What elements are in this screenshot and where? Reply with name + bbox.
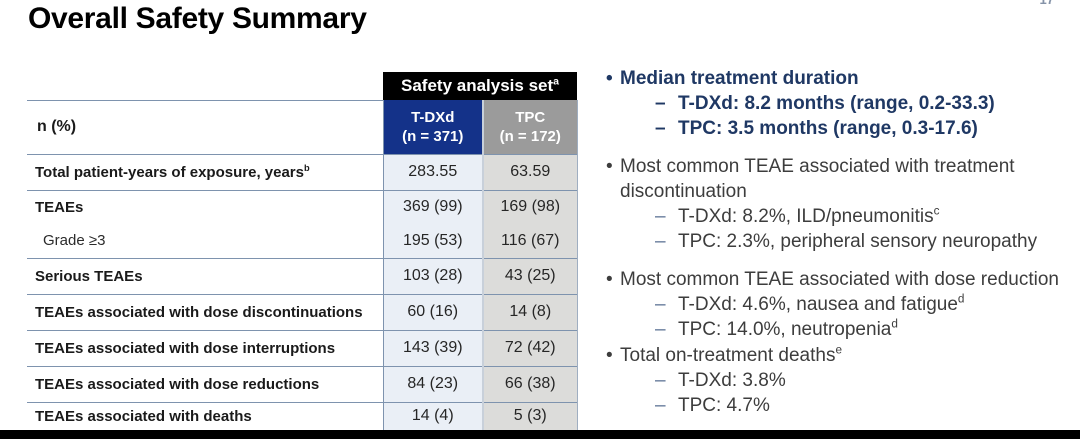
bullet-text: Median treatment duration <box>620 68 859 89</box>
table-group-header-row: Safety analysis seta <box>27 72 578 100</box>
sub-bullet-text: T-DXd: 3.8% <box>678 370 786 391</box>
sub-bullet-text: T-DXd: 8.2%, ILD/pneumonitisc <box>678 204 940 227</box>
tdxd-column-name: T-DXd <box>411 108 455 126</box>
tdxd-value-cell: 103 (28) <box>382 257 483 294</box>
bullet-item: • Most common TEAE associated with dose r… <box>598 267 1072 292</box>
tpc-value-cell: 5 (3) <box>481 401 578 431</box>
sub-bullet-text: TPC: 3.5 months (range, 0.3-17.6) <box>678 118 978 139</box>
sub-bullet-item: – T-DXd: 3.8% <box>655 368 1072 393</box>
dash-icon: – <box>655 118 666 139</box>
tpc-value-cell: 116 (67) <box>481 224 578 258</box>
table-column-header-row: n (%) T-DXd (n = 371) TPC (n = 172) <box>27 99 578 154</box>
tpc-value-cell: 63.59 <box>481 153 578 190</box>
sub-bullet-text: TPC: 2.3%, peripheral sensory neuropathy <box>678 231 1038 252</box>
superscript-note: b <box>303 162 310 173</box>
row-label-cell: TEAEs associated with dose reductions <box>27 365 383 402</box>
tdxd-value-cell: 369 (99) <box>382 189 483 224</box>
row-label-cell: Total patient-years of exposure, yearsb <box>27 153 383 190</box>
row-label-cell: Serious TEAEs <box>27 257 383 294</box>
tdxd-value-cell: 143 (39) <box>382 329 483 366</box>
bullet-dot-icon: • <box>606 156 613 177</box>
safety-summary-table: Safety analysis seta n (%) T-DXd (n = 37… <box>27 72 578 431</box>
superscript-note: c <box>933 204 940 218</box>
sub-bullet-item: – T-DXd: 8.2 months (range, 0.2-33.3) <box>655 91 1072 116</box>
row-label-cell: TEAEs <box>27 189 383 224</box>
tpc-value-cell: 72 (42) <box>481 329 578 366</box>
superscript-note: a <box>553 75 560 88</box>
bullet-dot-icon: • <box>606 68 613 89</box>
bullet-text: Most common TEAE associated with dose re… <box>620 269 1059 290</box>
sub-bullet-text: T-DXd: 8.2 months (range, 0.2-33.3) <box>678 93 995 114</box>
table-row: Serious TEAEs 103 (28) 43 (25) <box>27 257 578 294</box>
summary-bullets: • Median treatment duration – T-DXd: 8.2 mo… <box>598 66 1072 418</box>
bullet-group: • Median treatment duration – T-DXd: 8.2 mo… <box>598 66 1072 141</box>
table-row: TEAEs 369 (99) 169 (98) <box>27 189 578 224</box>
table-row: Total patient-years of exposure, yearsb 2… <box>27 153 578 190</box>
dash-icon: – <box>655 206 666 227</box>
tdxd-value-cell: 60 (16) <box>382 293 483 330</box>
slide-number-partial: 17 <box>1040 0 1054 7</box>
group-header-label: Safety analysis set <box>401 76 554 95</box>
tpc-column-name: TPC <box>515 108 546 126</box>
table-row: TEAEs associated with dose reductions 84 … <box>27 365 578 402</box>
table-row: TEAEs associated with deaths 14 (4) 5 (3) <box>27 401 578 431</box>
tdxd-value-cell: 84 (23) <box>382 365 483 402</box>
bullet-dot-icon: • <box>606 269 613 290</box>
table-col-header-tpc: TPC (n = 172) <box>481 100 578 154</box>
tpc-column-n: (n = 172) <box>499 127 561 145</box>
sub-bullet-item: – TPC: 2.3%, peripheral sensory neuropath… <box>655 229 1072 254</box>
dash-icon: – <box>655 370 666 391</box>
bottom-bar <box>0 430 1080 439</box>
sub-bullet-item: – TPC: 3.5 months (range, 0.3-17.6) <box>655 116 1072 141</box>
table-col-header-metric: n (%) <box>27 99 383 154</box>
tdxd-value-cell: 195 (53) <box>382 224 483 258</box>
bullet-item: • Most common TEAE associated with treatm… <box>598 154 1072 204</box>
table-header-spacer <box>27 72 383 100</box>
tpc-value-cell: 169 (98) <box>481 189 578 224</box>
row-label-cell: TEAEs associated with dose discontinuati… <box>27 293 383 330</box>
tpc-value-cell: 14 (8) <box>481 293 578 330</box>
dash-icon: – <box>655 231 666 252</box>
tpc-value-cell: 66 (38) <box>481 365 578 402</box>
sub-bullet-item: – TPC: 4.7% <box>655 393 1072 418</box>
tpc-value-cell: 43 (25) <box>481 257 578 294</box>
dash-icon: – <box>655 93 666 114</box>
superscript-note: d <box>891 317 898 331</box>
tdxd-column-n: (n = 371) <box>402 127 464 145</box>
sub-bullet-item: – T-DXd: 8.2%, ILD/pneumonitisc <box>655 204 1072 229</box>
table-row: TEAEs associated with dose interruptions… <box>27 329 578 366</box>
bullet-group: • Total on-treatment deathse – T-DXd: 3.8% –… <box>598 343 1072 418</box>
superscript-note: d <box>957 292 965 306</box>
bullet-group: • Most common TEAE associated with treatm… <box>598 154 1072 254</box>
sub-bullet-item: – T-DXd: 4.6%, nausea and fatigued <box>655 292 1072 317</box>
sub-bullet-text: TPC: 14.0%, neutropeniad <box>678 317 898 340</box>
page-title: Overall Safety Summary <box>28 2 367 35</box>
bullet-group: • Most common TEAE associated with dose r… <box>598 267 1072 342</box>
sub-bullet-item: – TPC: 14.0%, neutropeniad <box>655 317 1072 342</box>
bullet-item: • Median treatment duration <box>598 66 1072 91</box>
tdxd-value-cell: 14 (4) <box>382 401 483 431</box>
row-label-cell: Grade ≥3 <box>43 232 106 250</box>
bullet-dot-icon: • <box>606 345 613 366</box>
bullet-text: Most common TEAE associated with treatme… <box>620 156 1015 202</box>
row-label-cell: TEAEs associated with deaths <box>27 401 383 431</box>
sub-bullet-text: TPC: 4.7% <box>678 395 770 416</box>
table-group-header: Safety analysis seta <box>383 72 578 100</box>
tdxd-value-cell: 283.55 <box>382 153 483 190</box>
superscript-note: e <box>835 343 843 357</box>
dash-icon: – <box>655 294 666 315</box>
sub-bullet-text: T-DXd: 4.6%, nausea and fatigued <box>678 292 965 315</box>
row-label-cell: TEAEs associated with dose interruptions <box>27 329 383 366</box>
table-row: Grade ≥3 195 (53) 116 (67) <box>27 224 578 258</box>
table-row: TEAEs associated with dose discontinuati… <box>27 293 578 330</box>
table-col-header-tdxd: T-DXd (n = 371) <box>382 100 483 154</box>
bullet-item: • Total on-treatment deathse <box>598 343 1072 368</box>
bullet-text: Total on-treatment deathse <box>620 343 843 366</box>
dash-icon: – <box>655 395 666 416</box>
dash-icon: – <box>655 319 666 340</box>
